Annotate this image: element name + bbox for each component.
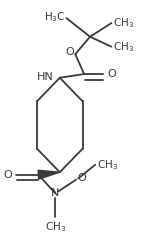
- Text: O: O: [3, 170, 12, 180]
- Text: CH$_3$: CH$_3$: [97, 158, 118, 172]
- Text: H$_3$C: H$_3$C: [44, 10, 65, 24]
- Text: O: O: [107, 69, 116, 79]
- Text: CH$_3$: CH$_3$: [113, 40, 134, 54]
- Text: O: O: [66, 47, 74, 57]
- Polygon shape: [38, 170, 60, 179]
- Text: CH$_3$: CH$_3$: [45, 220, 66, 234]
- Text: O: O: [77, 174, 86, 184]
- Text: CH$_3$: CH$_3$: [113, 16, 134, 30]
- Text: HN: HN: [36, 72, 53, 82]
- Text: N: N: [51, 188, 60, 198]
